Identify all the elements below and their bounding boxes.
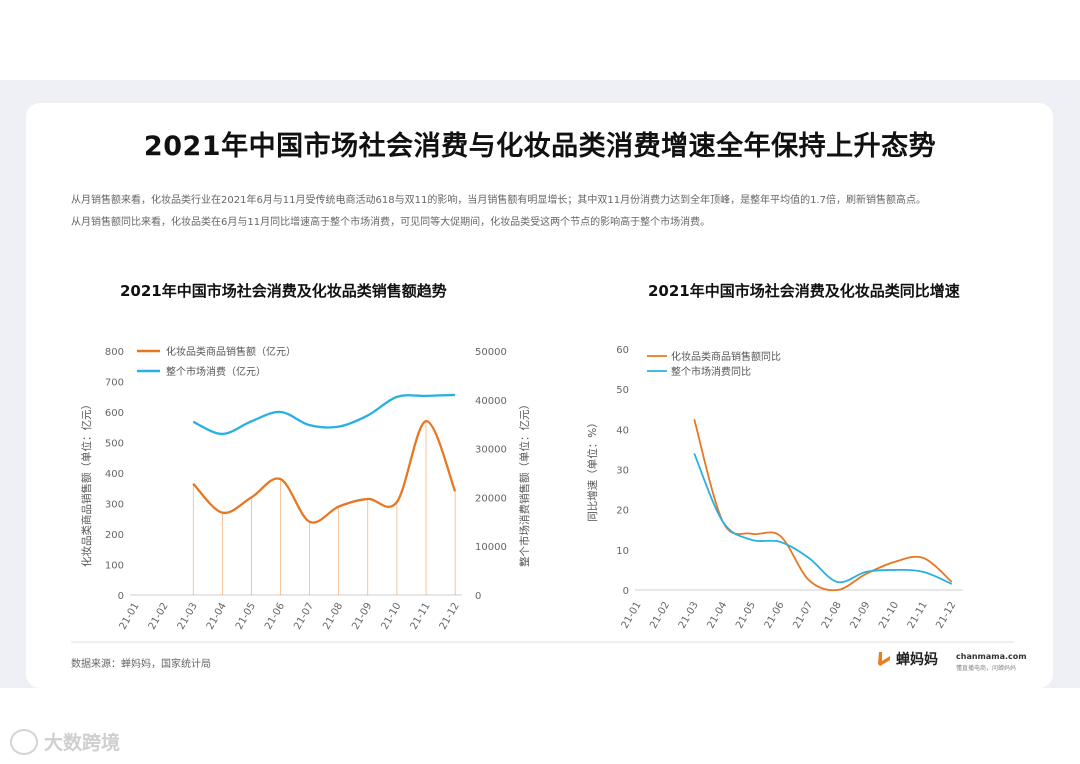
chart1-ytick-left: 600 [105,408,124,419]
chart1-ytick-right: 0 [475,591,481,602]
chart1-ytick-right: 10000 [475,542,507,553]
chart1-legend-label: 整个市场消费（亿元） [166,365,266,378]
chart1-xtick: 21-07 [292,601,316,632]
chart2-legend-label: 整个市场消费同比 [671,365,751,378]
chart1-ytick-left: 100 [105,561,124,572]
chart2-xtick: 21-03 [677,600,701,631]
chart2-ytick: 20 [616,506,629,517]
watermark-text: 大数跨境 [44,732,121,754]
chart1-series-line-2 [192,393,456,436]
chart2-xtick: 21-12 [934,600,958,631]
chart2-ytick: 30 [616,466,629,477]
chart1-xtick: 21-01 [118,601,142,632]
chart1-ytick-left: 300 [105,500,124,511]
chart2-ytick: 50 [616,385,629,396]
chart1-xtick: 21-05 [234,601,258,632]
chart1-xtick: 21-04 [205,601,229,632]
chart1-xtick: 21-09 [350,601,374,632]
description-line-1: 从月销售额来看，化妆品类行业在2021年6月与11月受传统电商活动618与双11… [71,195,926,206]
chart1-ytick-right: 30000 [475,445,507,456]
chanmama-logo-icon [876,650,892,668]
chart1-xtick: 21-10 [379,601,403,632]
chart2-xtick: 21-09 [849,600,873,631]
chart1-ylabel-left: 化妆品类商品销售额（单位：亿元） [80,399,93,567]
chart2-xtick: 21-10 [877,600,901,631]
chart1-title: 2021年中国市场社会消费及化妆品类销售额趋势 [120,282,447,300]
chart2-ytick: 0 [623,586,629,597]
logo-url: chanmama.com [956,652,1027,661]
chart2-xtick: 21-06 [763,600,787,631]
chart2-ytick: 60 [616,345,629,356]
chart2-title: 2021年中国市场社会消费及化妆品类同比增速 [648,282,960,300]
chart1-ytick-right: 40000 [475,396,507,407]
chart1-ytick-left: 700 [105,378,124,389]
chart1-ytick-left: 500 [105,439,124,450]
chart1-ytick-left: 800 [105,347,124,358]
watermark-icon [10,728,38,755]
chart1-xtick: 21-08 [321,601,345,632]
chart2-xtick: 21-11 [906,600,930,631]
chart1-ytick-left: 400 [105,469,124,480]
chart2-xtick: 21-05 [734,600,758,631]
chart2-ylabel: 同比增速（单位：%） [586,417,599,521]
chart1-xtick: 21-11 [409,601,433,632]
chart2-legend-label: 化妆品类商品销售额同比 [671,350,781,363]
chart1-ylabel-right: 整个市场消费销售额（单位：亿元） [518,399,531,567]
chart1-legend-label: 化妆品类商品销售额（亿元） [166,345,296,358]
chart1-series-line-1 [192,420,457,524]
chart2-xtick: 21-02 [648,600,672,631]
chart1-ytick-right: 20000 [475,493,507,504]
chart1-ytick-left: 0 [118,591,124,602]
chart2-series-line-1 [693,419,953,592]
chart1-xtick: 21-12 [438,601,462,632]
chart2-ytick: 10 [616,546,629,557]
logo-name: 蝉妈妈 [896,652,938,668]
chart1-ytick-left: 200 [105,530,124,541]
chart2-xtick: 21-01 [620,600,644,631]
chart2-xtick: 21-04 [705,600,729,631]
chart2-xtick: 21-07 [791,600,815,631]
description: 从月销售额来看，化妆品类行业在2021年6月与11月受传统电商活动618与双11… [71,190,1031,234]
chart1-xtick: 21-06 [263,601,287,632]
data-source: 数据来源：蝉妈妈，国家统计局 [71,659,211,670]
chart1-ytick-right: 50000 [475,347,507,358]
chart2-xtick: 21-08 [820,600,844,631]
page-title: 2021年中国市场社会消费与化妆品类消费增速全年保持上升态势 [143,131,937,162]
chart2-ytick: 40 [616,425,629,436]
chart1-xtick: 21-03 [176,601,200,632]
description-line-2: 从月销售额同比来看，化妆品类在6月与11月同比增速高于整个市场消费，可见同等大促… [71,217,711,228]
chart2-series-line-2 [693,453,953,585]
watermark: 大数跨境 [10,728,120,755]
chart1-xtick: 21-02 [147,601,171,632]
logo-tagline: 懂直播电商，问蝉妈妈 [956,665,1017,672]
chanmama-logo: 蝉妈妈 [876,649,938,669]
